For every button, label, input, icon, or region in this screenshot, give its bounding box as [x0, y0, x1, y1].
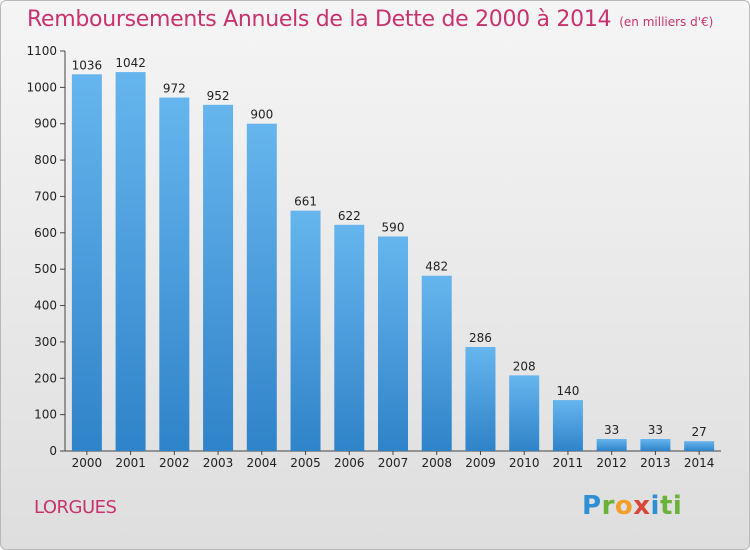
y-tick-label: 500	[34, 262, 57, 276]
logo-letter: r	[601, 491, 615, 521]
bar	[71, 74, 102, 451]
y-tick-label: 800	[34, 153, 57, 167]
bar	[684, 441, 715, 451]
logo-letter: o	[614, 491, 634, 521]
x-tick-label: 2010	[509, 456, 540, 470]
bar-value-label: 900	[250, 108, 273, 122]
x-tick-label: 2001	[115, 456, 146, 470]
bar-value-label: 482	[425, 260, 448, 274]
bar	[465, 347, 496, 451]
bar-value-label: 590	[382, 220, 405, 234]
bar	[115, 72, 146, 451]
chart-title-text: Remboursements Annuels de la Dette de 20…	[27, 7, 612, 32]
logo-letter: ti	[659, 491, 683, 521]
y-tick-label: 1100	[26, 44, 57, 58]
y-tick-label: 600	[34, 226, 57, 240]
bar	[509, 375, 540, 451]
logo-letter: x	[633, 491, 651, 521]
x-tick-label: 2000	[72, 456, 103, 470]
bar-value-label: 661	[294, 195, 317, 209]
bar	[290, 210, 321, 451]
bar	[421, 275, 452, 451]
bar-value-label: 286	[469, 331, 492, 345]
y-tick-label: 400	[34, 299, 57, 313]
x-tick-label: 2009	[465, 456, 496, 470]
y-tick-label: 1000	[26, 80, 57, 94]
bar-value-label: 27	[691, 425, 706, 439]
x-tick-label: 2006	[334, 456, 365, 470]
y-tick-label: 0	[49, 444, 57, 458]
bar	[378, 236, 408, 451]
bar	[640, 439, 671, 451]
proxiti-logo: Proxiti	[582, 491, 682, 521]
logo-letter: i	[650, 491, 660, 521]
bar	[334, 224, 365, 451]
y-tick-label: 700	[34, 189, 57, 203]
bar-value-label: 952	[207, 89, 230, 103]
logo-letter: P	[582, 491, 602, 521]
x-tick-label: 2003	[203, 456, 234, 470]
bar	[159, 97, 190, 451]
x-tick-label: 2007	[378, 456, 409, 470]
x-tick-label: 2005	[290, 456, 321, 470]
bar	[596, 439, 627, 451]
bar-value-label: 140	[556, 384, 579, 398]
x-tick-label: 2011	[553, 456, 584, 470]
x-tick-label: 2004	[247, 456, 278, 470]
bar-value-label: 208	[513, 359, 536, 373]
y-tick-label: 100	[34, 408, 57, 422]
x-tick-label: 2002	[159, 456, 190, 470]
bar	[552, 400, 583, 451]
bar-value-label: 1036	[72, 58, 103, 72]
y-tick-label: 200	[34, 371, 57, 385]
bar-value-label: 972	[163, 82, 186, 96]
x-tick-label: 2013	[640, 456, 671, 470]
bar-value-label: 33	[604, 423, 619, 437]
x-tick-label: 2012	[596, 456, 627, 470]
bar-value-label: 622	[338, 209, 361, 223]
bar	[246, 123, 277, 452]
y-tick-label: 300	[34, 335, 57, 349]
bar-value-label: 33	[648, 423, 663, 437]
chart-subtitle: (en milliers d'€)	[619, 15, 714, 29]
y-tick-label: 900	[34, 117, 57, 131]
bar-value-label: 1042	[115, 56, 146, 70]
bar	[203, 104, 234, 452]
commune-name: LORGUES	[34, 497, 117, 518]
chart-title: Remboursements Annuels de la Dette de 20…	[27, 7, 713, 32]
x-tick-label: 2014	[684, 456, 715, 470]
x-tick-label: 2008	[421, 456, 452, 470]
